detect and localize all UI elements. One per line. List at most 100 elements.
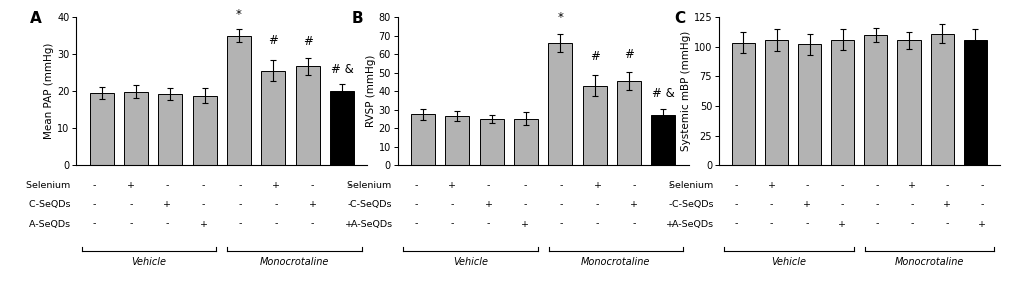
Text: Vehicle: Vehicle [452, 257, 487, 267]
Text: Selenium: Selenium [668, 181, 715, 190]
Text: +: + [200, 219, 208, 229]
Text: -: - [735, 200, 738, 209]
Text: -: - [523, 181, 526, 190]
Bar [797, 44, 820, 165]
Text: -: - [202, 181, 205, 190]
Text: -: - [165, 219, 169, 229]
Text: -: - [804, 219, 808, 229]
Text: +: + [309, 200, 316, 209]
Text: -: - [595, 200, 599, 209]
Text: -: - [311, 181, 314, 190]
Text: -: - [274, 200, 278, 209]
Text: # &: # & [330, 63, 353, 76]
Bar [548, 43, 572, 165]
Text: -: - [945, 181, 948, 190]
Bar [296, 66, 319, 165]
Text: +: + [767, 181, 774, 190]
Text: # &: # & [651, 87, 674, 101]
Text: Monocrotaline: Monocrotaline [581, 257, 650, 267]
Text: -: - [668, 181, 672, 190]
Text: -: - [769, 219, 772, 229]
Text: C-SeQDs: C-SeQDs [29, 200, 73, 209]
Y-axis label: RVSP (mmHg): RVSP (mmHg) [366, 55, 375, 127]
Text: Selenium: Selenium [26, 181, 73, 190]
Text: #: # [303, 35, 312, 48]
Text: -: - [559, 200, 562, 209]
Bar [193, 96, 216, 165]
Text: -: - [735, 181, 738, 190]
Text: -: - [93, 181, 96, 190]
Text: +: + [837, 219, 845, 229]
Bar [261, 71, 285, 165]
Bar [514, 119, 537, 165]
Text: -: - [945, 219, 948, 229]
Text: -: - [238, 200, 242, 209]
Bar [830, 40, 854, 165]
Text: -: - [347, 181, 351, 190]
Text: -: - [840, 181, 843, 190]
Text: +: + [521, 219, 529, 229]
Text: +: + [665, 219, 674, 229]
Text: -: - [486, 181, 490, 190]
Text: -: - [347, 200, 351, 209]
Text: -: - [979, 200, 982, 209]
Text: C-SeQDs: C-SeQDs [671, 200, 715, 209]
Bar [227, 36, 251, 165]
Text: Vehicle: Vehicle [771, 257, 806, 267]
Bar [90, 93, 114, 165]
Bar [963, 40, 986, 165]
Bar [445, 116, 469, 165]
Bar [897, 40, 920, 165]
Text: -: - [559, 181, 562, 190]
Text: -: - [559, 219, 562, 229]
Bar [650, 115, 675, 165]
Text: -: - [129, 200, 132, 209]
Bar [329, 91, 354, 165]
Text: -: - [93, 200, 96, 209]
Text: -: - [595, 219, 599, 229]
Text: Selenium: Selenium [347, 181, 394, 190]
Bar [616, 81, 640, 165]
Text: +: + [272, 181, 280, 190]
Bar [732, 42, 754, 165]
Y-axis label: Mean PAP (mmHg): Mean PAP (mmHg) [45, 43, 54, 139]
Text: -: - [874, 181, 877, 190]
Text: -: - [804, 181, 808, 190]
Text: -: - [414, 200, 417, 209]
Bar [411, 114, 435, 165]
Text: +: + [593, 181, 601, 190]
Text: -: - [165, 181, 169, 190]
Text: -: - [129, 219, 132, 229]
Text: +: + [943, 200, 950, 209]
Text: -: - [274, 219, 278, 229]
Bar [929, 34, 953, 165]
Text: -: - [238, 181, 242, 190]
Text: +: + [484, 200, 492, 209]
Bar [764, 40, 788, 165]
Text: A-SeQDs: A-SeQDs [30, 219, 73, 229]
Text: -: - [909, 200, 913, 209]
Text: +: + [448, 181, 455, 190]
Text: A-SeQDs: A-SeQDs [672, 219, 715, 229]
Y-axis label: Systemic mBP (mmHg): Systemic mBP (mmHg) [680, 31, 690, 151]
Bar [863, 35, 887, 165]
Text: *: * [235, 8, 242, 21]
Text: -: - [632, 181, 635, 190]
Text: -: - [909, 219, 913, 229]
Text: -: - [93, 219, 96, 229]
Text: -: - [486, 219, 490, 229]
Text: -: - [769, 200, 772, 209]
Text: +: + [802, 200, 810, 209]
Text: A: A [30, 11, 42, 26]
Text: C: C [674, 11, 685, 26]
Text: -: - [874, 219, 877, 229]
Text: -: - [202, 200, 205, 209]
Text: -: - [450, 200, 453, 209]
Text: B: B [351, 11, 363, 26]
Text: +: + [630, 200, 637, 209]
Text: +: + [127, 181, 135, 190]
Text: #: # [268, 34, 278, 48]
Text: -: - [450, 219, 453, 229]
Text: Monocrotaline: Monocrotaline [894, 257, 963, 267]
Text: -: - [979, 181, 982, 190]
